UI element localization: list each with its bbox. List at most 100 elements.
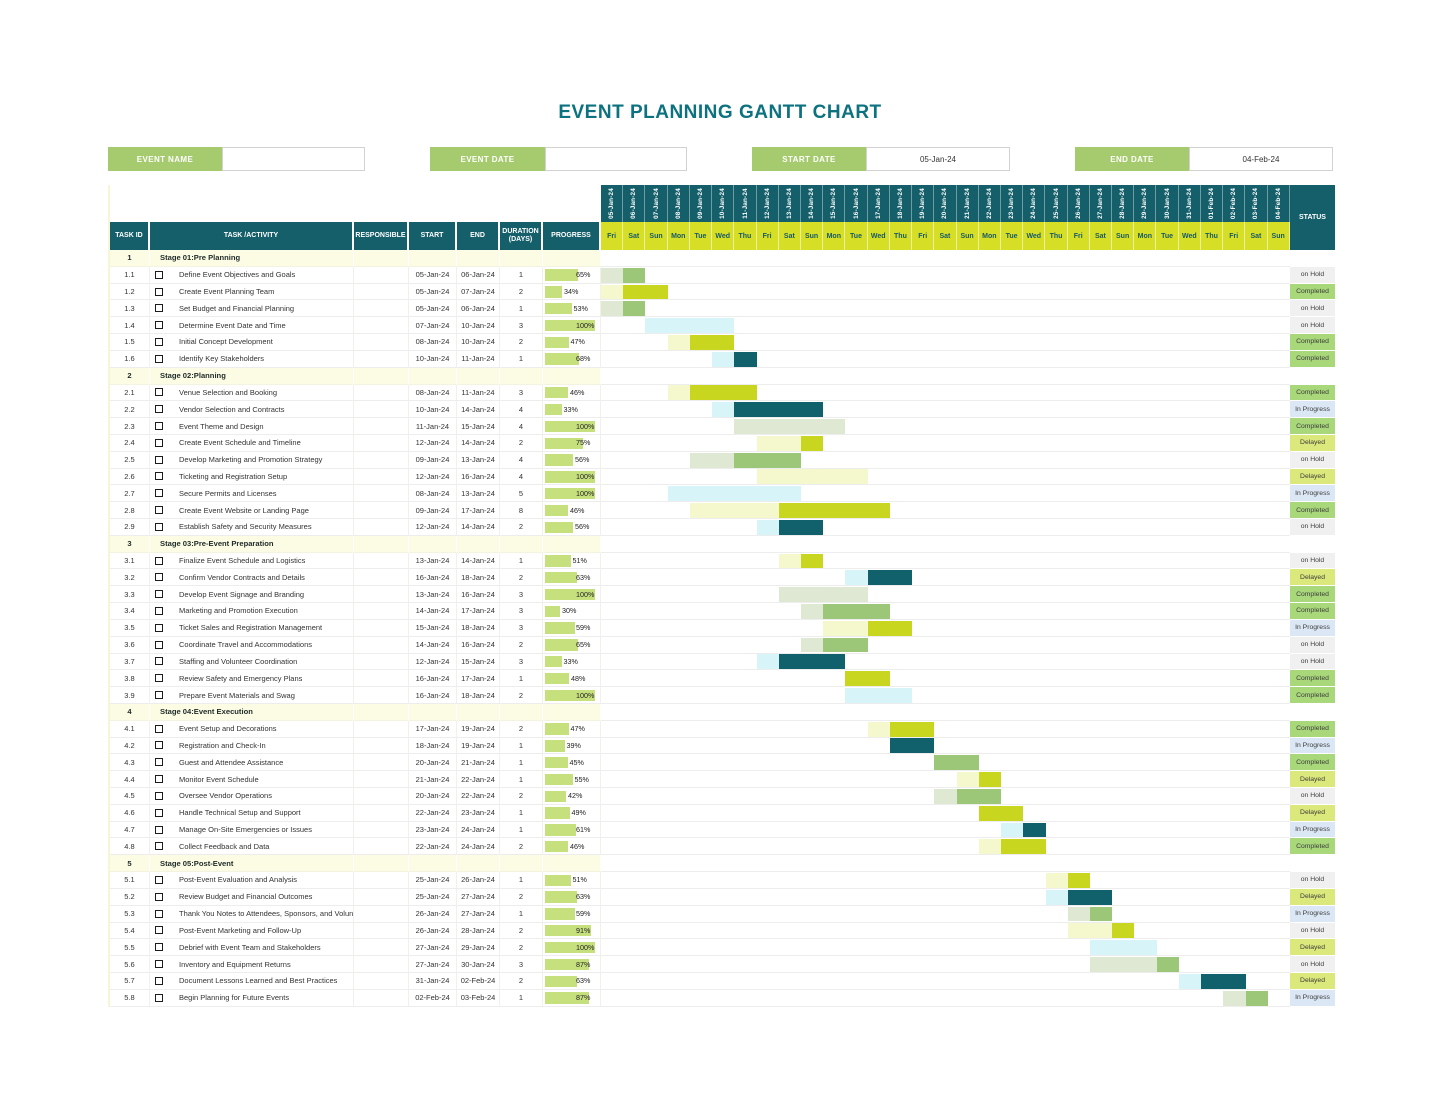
responsible-cell xyxy=(354,367,409,385)
task-checkbox[interactable] xyxy=(155,909,163,918)
task-checkbox[interactable] xyxy=(155,354,163,363)
task-checkbox[interactable] xyxy=(155,943,163,952)
column-header-task-id: TASK ID xyxy=(110,222,150,250)
duration-cell: 2 xyxy=(500,972,543,990)
day-of-week-cell: Fri xyxy=(601,222,624,250)
progress-label: 91% xyxy=(576,925,591,935)
task-id-cell: 2.4 xyxy=(110,434,150,452)
task-checkbox[interactable] xyxy=(155,573,163,582)
progress-bar xyxy=(545,723,569,735)
event-name-input[interactable] xyxy=(222,147,365,171)
end-cell: 17-Jan-24 xyxy=(457,603,500,620)
task-checkbox[interactable] xyxy=(155,976,163,985)
task-checkbox[interactable] xyxy=(155,489,163,498)
date-header-label: 03-Feb-24 xyxy=(1252,187,1260,220)
gantt-timeline-cell xyxy=(601,653,1290,671)
task-checkbox[interactable] xyxy=(155,640,163,649)
duration-cell: 3 xyxy=(500,653,543,671)
progress-cell: 65% xyxy=(543,266,601,284)
task-checkbox[interactable] xyxy=(155,741,163,750)
gantt-bar-segment-pale_yellow xyxy=(601,284,624,300)
task-checkbox[interactable] xyxy=(155,791,163,800)
task-checkbox[interactable] xyxy=(155,556,163,565)
status-badge: Delayed xyxy=(1290,468,1335,485)
task-checkbox[interactable] xyxy=(155,775,163,784)
activity-cell: Begin Planning for Future Events xyxy=(150,989,354,1007)
duration-cell: 2 xyxy=(500,283,543,301)
task-id-cell: 5.6 xyxy=(110,956,150,973)
task-checkbox[interactable] xyxy=(155,657,163,666)
task-checkbox[interactable] xyxy=(155,960,163,969)
end-cell: 14-Jan-24 xyxy=(457,519,500,536)
task-checkbox[interactable] xyxy=(155,926,163,935)
responsible-cell xyxy=(354,956,409,973)
event-date-input[interactable] xyxy=(545,147,687,171)
task-checkbox[interactable] xyxy=(155,304,163,313)
progress-label: 100% xyxy=(576,421,595,431)
gantt-bar-segment-green xyxy=(823,637,868,653)
gantt-bar-segment-pale_green xyxy=(1223,990,1246,1006)
task-checkbox[interactable] xyxy=(155,438,163,447)
end-date-input[interactable]: 04-Feb-24 xyxy=(1189,147,1333,171)
day-of-week-cell: Fri xyxy=(756,222,779,250)
stage-row: 1 Stage 01:Pre Planning xyxy=(110,250,1335,267)
task-checkbox[interactable] xyxy=(155,388,163,397)
progress-bar xyxy=(545,925,591,937)
task-checkbox[interactable] xyxy=(155,606,163,615)
column-header-progress: PROGRESS xyxy=(543,222,601,250)
progress-label: 59% xyxy=(576,909,591,919)
task-checkbox[interactable] xyxy=(155,724,163,733)
progress-label: 63% xyxy=(576,976,591,986)
task-checkbox[interactable] xyxy=(155,825,163,834)
task-checkbox[interactable] xyxy=(155,993,163,1002)
task-checkbox[interactable] xyxy=(155,321,163,330)
progress-cell xyxy=(543,367,601,385)
gantt-timeline-cell xyxy=(601,317,1290,335)
responsible-cell xyxy=(354,653,409,671)
duration-cell: 1 xyxy=(500,804,543,822)
task-name: Ticketing and Registration Setup xyxy=(179,471,288,481)
progress-bar xyxy=(545,521,573,533)
gantt-bar-segment-pale_yellow xyxy=(823,620,868,636)
status-badge: Completed xyxy=(1290,603,1335,619)
task-checkbox[interactable] xyxy=(155,472,163,481)
task-checkbox[interactable] xyxy=(155,405,163,414)
column-header-start: START xyxy=(409,222,457,250)
task-checkbox[interactable] xyxy=(155,842,163,851)
start-cell xyxy=(409,855,457,873)
status-cell: Completed xyxy=(1290,603,1335,620)
day-of-week-cell: Sun xyxy=(1112,222,1135,250)
responsible-cell xyxy=(354,703,409,721)
task-checkbox[interactable] xyxy=(155,691,163,700)
progress-bar xyxy=(545,992,589,1004)
task-row: 2.7 Secure Permits and Licenses 08-Jan-24 1… xyxy=(110,485,1335,503)
task-checkbox[interactable] xyxy=(155,875,163,884)
task-checkbox[interactable] xyxy=(155,422,163,431)
task-checkbox[interactable] xyxy=(155,506,163,515)
progress-label: 33% xyxy=(563,656,578,666)
task-checkbox[interactable] xyxy=(155,623,163,632)
activity-cell: Secure Permits and Licenses xyxy=(150,485,354,503)
task-checkbox[interactable] xyxy=(155,808,163,817)
task-checkbox[interactable] xyxy=(155,455,163,464)
task-checkbox[interactable] xyxy=(155,674,163,683)
duration-cell: 2 xyxy=(500,888,543,906)
activity-cell: Registration and Check-In xyxy=(150,737,354,755)
status-badge: on Hold xyxy=(1290,788,1335,804)
start-date-input[interactable]: 05-Jan-24 xyxy=(866,147,1010,171)
gantt-bar-segment-pale_green xyxy=(1089,957,1157,972)
end-cell: 15-Jan-24 xyxy=(457,418,500,435)
day-of-week-cell: Sat xyxy=(778,222,801,250)
task-checkbox[interactable] xyxy=(155,892,163,901)
task-id-cell: 5.8 xyxy=(110,989,150,1007)
day-of-week-cell: Tue xyxy=(1156,222,1179,250)
task-name: Inventory and Equipment Returns xyxy=(179,959,291,969)
task-checkbox[interactable] xyxy=(155,287,163,296)
task-checkbox[interactable] xyxy=(155,337,163,346)
task-checkbox[interactable] xyxy=(155,590,163,599)
start-cell: 20-Jan-24 xyxy=(409,788,457,805)
task-checkbox[interactable] xyxy=(155,522,163,531)
progress-bar xyxy=(545,824,576,836)
task-checkbox[interactable] xyxy=(155,758,163,767)
task-checkbox[interactable] xyxy=(155,270,163,279)
